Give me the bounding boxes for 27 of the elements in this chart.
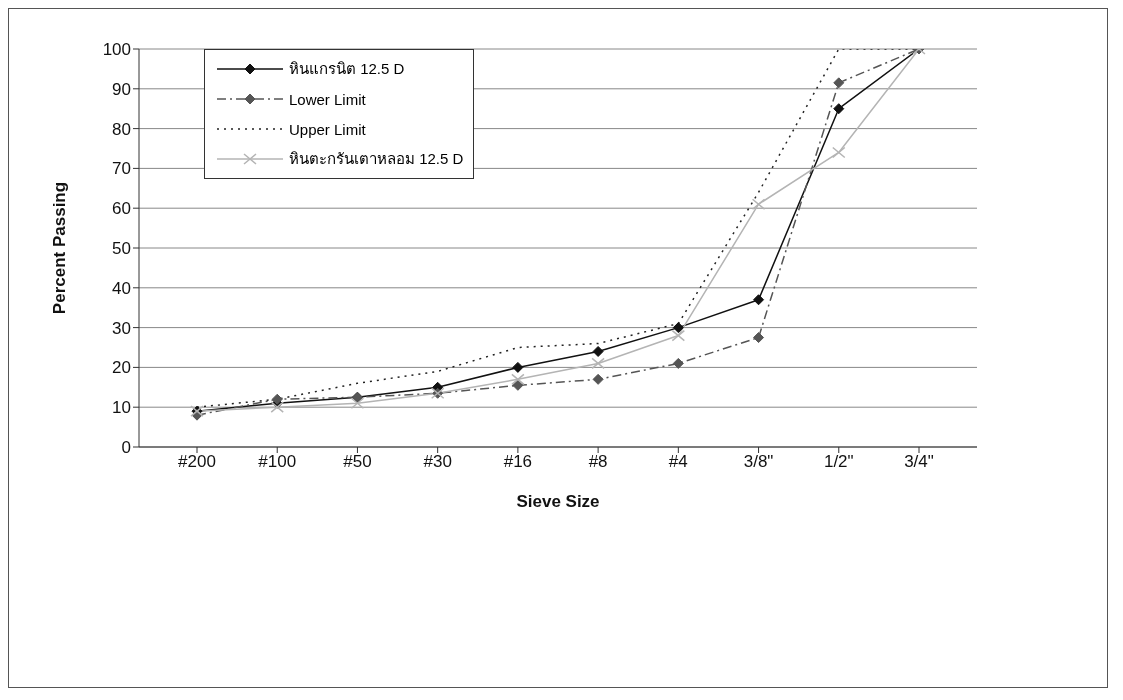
legend-label: หินแกรนิต 12.5 D xyxy=(289,59,405,79)
x-tick-label: #200 xyxy=(178,452,216,472)
x-tick-label: 3/8" xyxy=(743,452,774,472)
y-tick-label: 50 xyxy=(112,239,131,259)
legend-label: Lower Limit xyxy=(289,90,366,108)
x-axis-title: Sieve Size xyxy=(516,492,600,511)
y-tick-label: 10 xyxy=(112,398,131,418)
x-tick-label: #8 xyxy=(588,452,608,472)
y-tick-label: 80 xyxy=(112,119,131,139)
legend-label: หินตะกรันเตาหลอม 12.5 D xyxy=(289,149,464,169)
y-tick-label: 20 xyxy=(112,358,131,378)
y-tick-label: 60 xyxy=(112,199,131,219)
y-tick-label: 90 xyxy=(112,79,131,99)
y-tick-label: 0 xyxy=(121,438,131,458)
y-tick-label: 100 xyxy=(102,40,131,60)
y-axis-title: Percent Passing xyxy=(50,181,70,315)
x-tick-label: #100 xyxy=(258,452,297,472)
x-tick-label: #30 xyxy=(423,452,452,472)
y-tick-label: 40 xyxy=(112,278,131,298)
x-tick-label: #16 xyxy=(503,452,533,472)
y-tick-label: 30 xyxy=(112,318,131,338)
x-tick-label: #4 xyxy=(668,452,688,472)
y-tick-label: 70 xyxy=(112,159,131,179)
legend-label: Upper Limit xyxy=(289,120,366,138)
x-tick-label: #50 xyxy=(343,452,372,472)
x-tick-label: 3/4" xyxy=(904,452,934,472)
x-tick-label: 1/2" xyxy=(823,452,854,472)
